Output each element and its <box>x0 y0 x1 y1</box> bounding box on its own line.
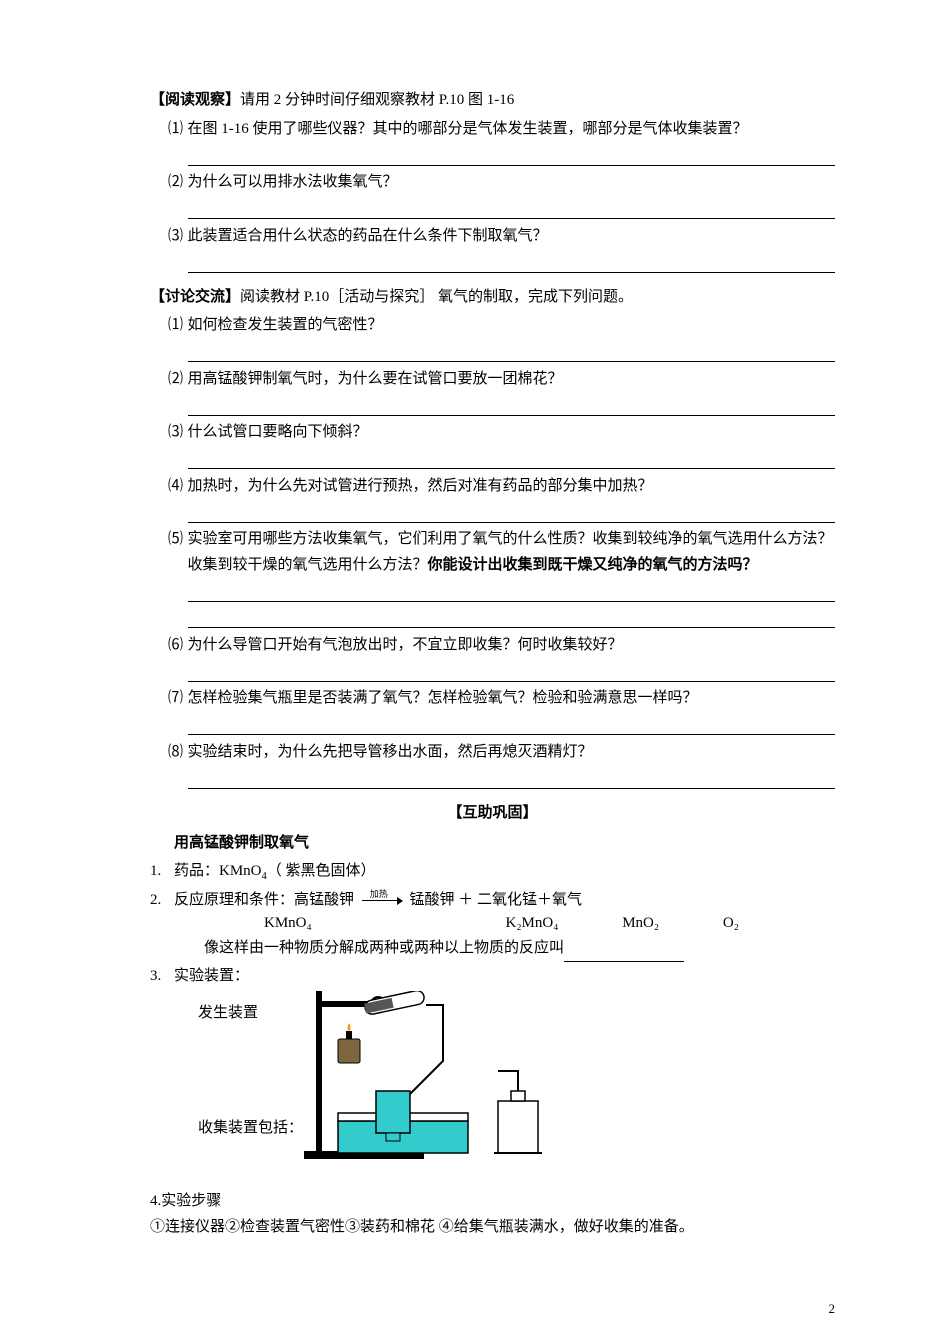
item-text: 加热时，为什么先对试管进行预热，然后对准有药品的部分集中加热？ <box>188 478 653 494</box>
chem-formula-pre: 药品：KMnO <box>174 863 262 879</box>
item-number: ⑹ <box>150 633 183 659</box>
answer-line <box>188 394 836 416</box>
fill-blank <box>564 944 684 962</box>
list-item: 1. 药品：KMnO4（ 紫黑色固体） <box>150 859 835 886</box>
list-item: 2. 反应原理和条件：高锰酸钾 加热 锰酸钾 ＋ 二氧化锰＋氧气 KMnO₄ K… <box>150 888 835 962</box>
reaction-text: 反应原理和条件：高锰酸钾 <box>174 892 354 908</box>
read-observe-title-prefix: 【阅读观察】 <box>150 92 240 108</box>
list-item: ⑸ 实验室可用哪些方法收集氧气，它们利用了氧气的什么性质？收集到较纯净的氧气选用… <box>188 527 836 628</box>
item-number: ⑶ <box>150 420 183 446</box>
answer-line <box>188 580 836 602</box>
answer-line <box>188 606 836 628</box>
chem-formula-post: （ 紫黑色固体） <box>267 863 376 879</box>
reaction-type-pre: 像这样由一种物质分解成两种或两种以上物质的反应叫 <box>204 940 564 956</box>
list-item: ⑴ 在图 1-16 使用了哪些仪器？其中的哪部分是气体发生装置，哪部分是气体收集… <box>188 117 836 166</box>
item-number: ⑵ <box>150 170 183 196</box>
chem-formula: MnO₂ <box>622 911 659 937</box>
list-item: ⑶ 什么试管口要略向下倾斜？ <box>188 420 836 469</box>
discuss-title-rest: 阅读教材 P.10［活动与探究］ 氧气的制取，完成下列问题。 <box>240 289 633 305</box>
answer-line <box>188 660 836 682</box>
item-number: ⑷ <box>150 474 183 500</box>
item-number: 2. <box>150 888 161 914</box>
list-item: ⑷ 加热时，为什么先对试管进行预热，然后对准有药品的部分集中加热？ <box>188 474 836 523</box>
reaction-products: 锰酸钾 ＋ 二氧化锰＋氧气 <box>410 892 583 908</box>
discuss-title-prefix: 【讨论交流】 <box>150 289 240 305</box>
item-text: 此装置适合用什么状态的药品在什么条件下制取氧气？ <box>188 228 548 244</box>
read-observe-list: ⑴ 在图 1-16 使用了哪些仪器？其中的哪部分是气体发生装置，哪部分是气体收集… <box>150 117 835 273</box>
item-number: ⑺ <box>150 686 183 712</box>
answer-line <box>188 251 836 273</box>
item-number: ⑵ <box>150 367 183 393</box>
answer-line <box>188 767 836 789</box>
page-number: 2 <box>829 1301 836 1317</box>
answer-line <box>188 447 836 469</box>
item-text: 实验结束时，为什么先把导管移出水面，然后再熄灭酒精灯？ <box>188 744 593 760</box>
list-item: ⑻ 实验结束时，为什么先把导管移出水面，然后再熄灭酒精灯？ <box>188 740 836 789</box>
consolidate-list: 1. 药品：KMnO4（ 紫黑色固体） 2. 反应原理和条件：高锰酸钾 加热 锰… <box>150 859 835 1141</box>
apparatus-diagram <box>298 991 835 1176</box>
item-text: 实验装置： <box>174 968 249 984</box>
item-text: 用高锰酸钾制氧气时，为什么要在试管口要放一团棉花？ <box>188 371 563 387</box>
answer-line <box>188 501 836 523</box>
item-number: 3. <box>150 964 161 990</box>
generator-label: 发生装置 <box>198 1001 298 1027</box>
list-item: ⑹ 为什么导管口开始有气泡放出时，不宜立即收集？何时收集较好？ <box>188 633 836 682</box>
list-item: ⑵ 用高锰酸钾制氧气时，为什么要在试管口要放一团棉花？ <box>188 367 836 416</box>
item-text-bold-tail: 你能设计出收集到既干燥又纯净的氧气的方法吗？ <box>428 557 758 573</box>
answer-line <box>188 197 836 219</box>
list-item: ⑶ 此装置适合用什么状态的药品在什么条件下制取氧气？ <box>188 224 836 273</box>
item-text: 实验步骤 <box>161 1193 221 1209</box>
item-text: 什么试管口要略向下倾斜？ <box>188 424 368 440</box>
read-observe-title-rest: 请用 2 分钟时间仔细观察教材 P.10 图 1-16 <box>240 92 514 108</box>
arrow-label: 加热 <box>370 887 388 902</box>
item-text: 怎样检验集气瓶里是否装满了氧气？怎样检验氧气？检验和验满意思一样吗？ <box>188 690 698 706</box>
chem-formula: KMnO₄ <box>264 911 312 937</box>
consolidate-heading: 【互助巩固】 <box>150 801 835 827</box>
item-number: 1. <box>150 859 161 885</box>
steps-text: ①连接仪器②检查装置气密性③装药和棉花 ④给集气瓶装满水，做好收集的准备。 <box>150 1215 835 1241</box>
item-number: ⑻ <box>150 740 183 766</box>
item-number: ⑴ <box>150 117 183 143</box>
chem-formula: O₂ <box>723 911 739 937</box>
consolidate-subtitle: 用高锰酸钾制取氧气 <box>174 831 835 857</box>
item-number: 4. <box>150 1193 161 1209</box>
item-number: ⑴ <box>150 313 183 339</box>
section-read-observe: 【阅读观察】请用 2 分钟时间仔细观察教材 P.10 图 1-16 ⑴ 在图 1… <box>150 88 835 273</box>
section-discuss: 【讨论交流】阅读教材 P.10［活动与探究］ 氧气的制取，完成下列问题。 ⑴ 如… <box>150 285 835 789</box>
item-text: 在图 1-16 使用了哪些仪器？其中的哪部分是气体发生装置，哪部分是气体收集装置… <box>188 121 748 137</box>
list-item: ⑺ 怎样检验集气瓶里是否装满了氧气？怎样检验氧气？检验和验满意思一样吗？ <box>188 686 836 735</box>
chem-formula: K₂MnO₄ <box>505 911 558 937</box>
list-item: 3. 实验装置： 发生装置 <box>150 964 835 1142</box>
item-number: ⑸ <box>150 527 183 553</box>
answer-line <box>188 340 836 362</box>
list-item: ⑵ 为什么可以用排水法收集氧气？ <box>188 170 836 219</box>
step4-block: 4.实验步骤 ①连接仪器②检查装置气密性③装药和棉花 ④给集气瓶装满水，做好收集… <box>150 1189 835 1240</box>
item-text: 如何检查发生装置的气密性？ <box>188 317 383 333</box>
answer-line <box>188 144 836 166</box>
apparatus-diagram-row: 发生装置 <box>198 991 835 1176</box>
chem-formula-row: KMnO₄ K₂MnO₄ MnO₂ O₂ <box>264 911 835 937</box>
item-number: ⑶ <box>150 224 183 250</box>
item-text: 为什么可以用排水法收集氧气？ <box>188 174 398 190</box>
apparatus-svg-icon <box>298 991 558 1166</box>
discuss-list: ⑴ 如何检查发生装置的气密性？ ⑵ 用高锰酸钾制氧气时，为什么要在试管口要放一团… <box>150 313 835 789</box>
answer-line <box>188 713 836 735</box>
reaction-arrow-icon: 加热 <box>362 900 402 901</box>
list-item: ⑴ 如何检查发生装置的气密性？ <box>188 313 836 362</box>
item-text: 为什么导管口开始有气泡放出时，不宜立即收集？何时收集较好？ <box>188 637 623 653</box>
reaction-type-line: 像这样由一种物质分解成两种或两种以上物质的反应叫 <box>204 936 835 962</box>
chem-text: 药品：KMnO4（ 紫黑色固体） <box>174 863 376 879</box>
